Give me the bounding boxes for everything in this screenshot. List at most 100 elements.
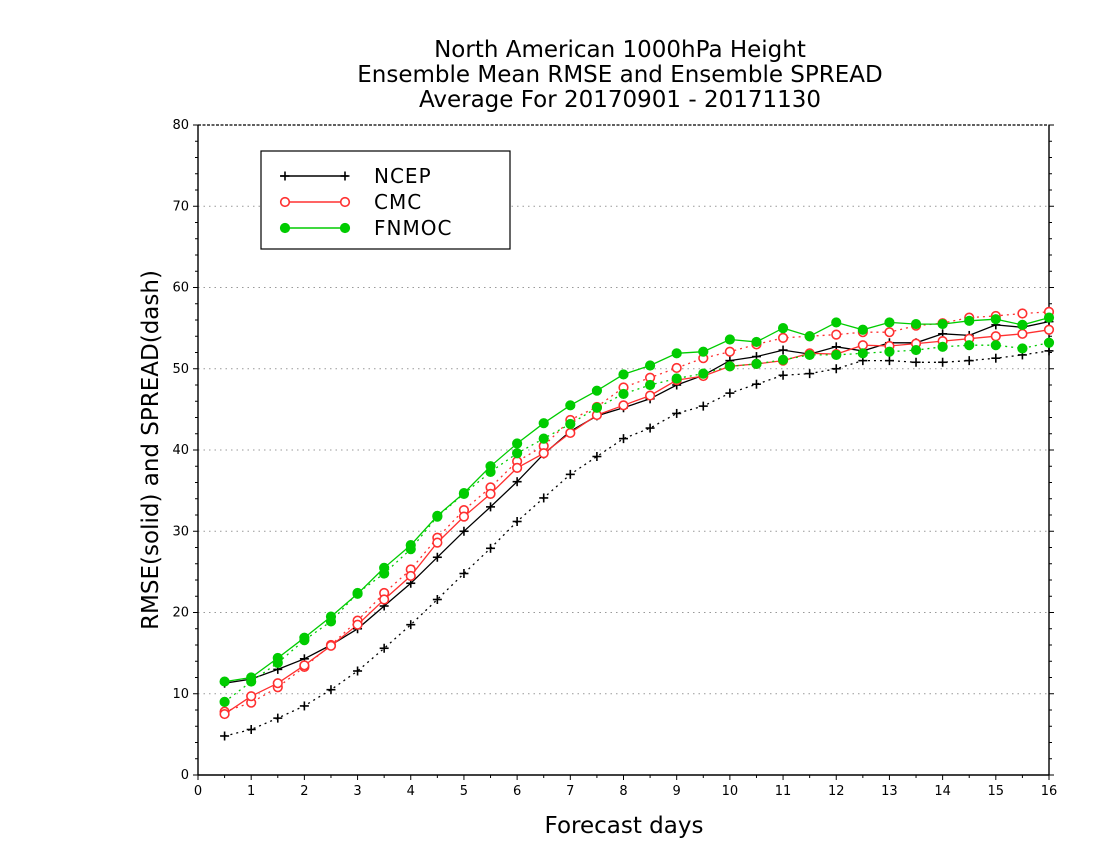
title-line-3: Average For 20170901 - 20171130 <box>419 87 821 113</box>
fnmoc-rmse-point <box>724 334 735 345</box>
y-tick-label: 10 <box>172 687 189 702</box>
cmc-rmse-point <box>485 488 496 499</box>
legend-marker-fnmoc <box>339 222 351 234</box>
fnmoc-spread-point <box>831 349 842 361</box>
x-axis-label: Forecast days <box>545 813 704 839</box>
ncep-spread-point <box>698 401 708 411</box>
fnmoc-rmse-point <box>458 487 470 499</box>
legend-marker-cmc <box>279 196 291 208</box>
fnmoc-rmse-point <box>671 348 682 359</box>
fnmoc-spread-point <box>804 349 815 361</box>
fnmoc-rmse-point <box>405 539 416 551</box>
x-tick-label: 4 <box>407 784 415 799</box>
x-tick-label: 7 <box>566 784 574 799</box>
fnmoc-spread-point <box>990 340 1001 351</box>
cmc-spread-point <box>1017 308 1028 319</box>
ncep-spread-point <box>353 666 363 676</box>
fnmoc-rmse-point <box>299 632 310 643</box>
cmc-rmse-point <box>246 691 257 702</box>
cmc-rmse-point <box>379 594 390 605</box>
cmc-spread-point <box>831 329 842 340</box>
fnmoc-rmse-point <box>219 676 230 687</box>
cmc-spread-point <box>777 332 789 343</box>
cmc-rmse-point <box>1043 324 1055 335</box>
fnmoc-rmse-point <box>379 562 390 573</box>
x-tick-label: 9 <box>673 784 681 799</box>
fnmoc-spread-point <box>1017 343 1028 354</box>
y-axis-label: RMSE(solid) and SPREAD(dash) <box>138 270 164 630</box>
fnmoc-rmse-point <box>831 317 842 328</box>
fnmoc-spread-point <box>512 448 523 459</box>
legend-marker-fnmoc <box>279 222 291 234</box>
fnmoc-rmse-point <box>618 369 629 380</box>
fnmoc-rmse-point <box>937 318 948 330</box>
fnmoc-rmse-point <box>1043 312 1055 323</box>
fnmoc-spread-point <box>219 696 230 707</box>
ncep-rmse-point <box>486 502 496 512</box>
fnmoc-rmse-point <box>512 438 523 449</box>
x-tick-label: 15 <box>988 784 1005 799</box>
ncep-spread-point <box>991 353 1001 363</box>
fnmoc-spread-point <box>884 346 895 357</box>
legend-marker-ncep <box>340 171 350 181</box>
fnmoc-spread-point <box>565 418 576 430</box>
x-tick-label: 11 <box>775 784 792 799</box>
y-tick-label: 40 <box>172 443 189 458</box>
x-tick-label: 16 <box>1041 784 1058 799</box>
ncep-spread-point <box>539 493 549 503</box>
cmc-rmse-point <box>352 619 363 630</box>
cmc-spread-point <box>671 362 682 374</box>
x-tick-label: 12 <box>828 784 845 799</box>
fnmoc-spread-point <box>671 373 682 384</box>
fnmoc-spread-line <box>224 342 1050 703</box>
cmc-rmse-point <box>325 640 337 651</box>
ncep-spread-point <box>512 517 522 526</box>
cmc-rmse-point <box>458 511 470 522</box>
ncep-spread-point <box>486 543 496 553</box>
cmc-rmse-point <box>272 678 283 689</box>
fnmoc-rmse-point <box>964 315 975 326</box>
series <box>219 306 1055 741</box>
fnmoc-rmse-point <box>565 400 576 411</box>
y-tick-labels: 0 10 20 30 40 50 60 70 80 <box>172 118 189 783</box>
ncep-spread-point <box>592 452 602 461</box>
ncep-spread-point <box>778 370 788 380</box>
legend-label-fnmoc: FNMOC <box>374 216 452 240</box>
legend-label-cmc: CMC <box>374 190 422 214</box>
ncep-rmse-point <box>432 552 442 562</box>
fnmoc-rmse-point <box>751 336 762 348</box>
legend-label-ncep: NCEP <box>374 164 432 188</box>
ncep-spread-point <box>911 357 921 367</box>
ncep-spread-point <box>220 731 230 741</box>
cmc-rmse-point <box>299 660 310 671</box>
fnmoc-rmse-point <box>538 418 549 429</box>
title-line-2: Ensemble Mean RMSE and Ensemble SPREAD <box>357 62 882 88</box>
x-tick-label: 8 <box>619 784 627 799</box>
ncep-spread-point <box>459 569 469 578</box>
fnmoc-spread-point <box>910 344 922 356</box>
cmc-rmse-point <box>405 570 416 582</box>
ncep-spread-line <box>224 350 1050 737</box>
axes <box>193 124 1054 780</box>
fnmoc-spread-point <box>777 354 789 365</box>
ncep-rmse-point <box>512 477 522 487</box>
title-line-1: North American 1000hPa Height <box>434 37 806 63</box>
ncep-spread-point <box>432 595 442 604</box>
cmc-rmse-point <box>990 331 1001 342</box>
cmc-rmse-point <box>538 448 549 459</box>
ncep-spread-point <box>1044 346 1054 356</box>
cmc-rmse-point <box>1017 328 1028 339</box>
fnmoc-spread-point <box>591 402 603 413</box>
ncep-spread-point <box>884 356 894 366</box>
x-tick-label: 13 <box>881 784 898 799</box>
fnmoc-rmse-point <box>272 652 283 664</box>
ncep-spread-point <box>273 713 283 723</box>
fnmoc-rmse-point <box>884 317 895 328</box>
fnmoc-spread-point <box>964 340 975 351</box>
fnmoc-rmse-point <box>352 588 363 599</box>
fnmoc-spread-point <box>857 348 868 359</box>
y-tick-label: 0 <box>181 768 189 783</box>
cmc-spread-line <box>224 311 1050 713</box>
ncep-spread-point <box>645 423 655 433</box>
fnmoc-rmse-point <box>485 461 496 472</box>
